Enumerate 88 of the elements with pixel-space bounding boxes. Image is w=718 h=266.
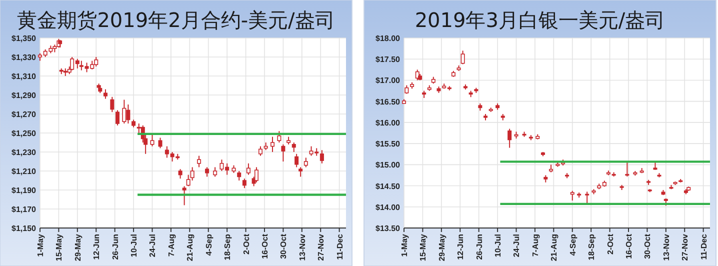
x-tick-label: 12-Jun xyxy=(92,234,102,260)
candlestick xyxy=(116,110,120,126)
x-tick-label: 16-Oct xyxy=(260,234,270,259)
candlestick xyxy=(213,166,218,178)
candlestick xyxy=(298,166,303,178)
x-tick-label: 15-May xyxy=(418,233,428,262)
candlestick xyxy=(178,168,182,180)
chart-title: 黄金期货2019年2月合约-美元/盎司 xyxy=(17,8,335,32)
candlestick xyxy=(258,146,262,156)
x-tick-label: 24-Jul xyxy=(512,234,522,258)
x-tick-label: 10-Jul xyxy=(130,234,139,258)
candlestick xyxy=(281,144,286,162)
candlestick xyxy=(320,150,324,164)
x-tick-label: 4-Sep xyxy=(568,234,578,256)
candlestick xyxy=(508,128,512,148)
candlestick xyxy=(254,166,258,183)
y-tick-label: $1,150 xyxy=(12,224,37,233)
y-tick-label: $14.50 xyxy=(376,182,401,191)
x-tick-label: 15-May xyxy=(54,233,64,262)
x-tick-label: 12-Jun xyxy=(456,234,466,260)
candlestick xyxy=(126,104,130,124)
x-tick-label: 11-Dec xyxy=(699,233,708,260)
candlestick xyxy=(292,142,296,152)
x-tick-label: 29-May xyxy=(73,233,82,262)
candlestick xyxy=(246,162,250,176)
y-tick-label: $16.00 xyxy=(376,118,401,128)
y-tick-label: $1,330 xyxy=(12,53,37,62)
x-tick-label: 18-Sep xyxy=(587,234,596,260)
candlestick xyxy=(570,190,574,202)
x-tick-label: 16-Oct xyxy=(624,234,634,259)
x-tick-label: 18-Sep xyxy=(223,234,232,260)
x-tick-label: 27-Nov xyxy=(316,233,326,261)
chart-title: 2019年3月白银一美元/盎司 xyxy=(414,8,666,32)
candlestick xyxy=(103,88,108,100)
x-tick-label: 7-Aug xyxy=(166,234,176,257)
candlestick xyxy=(205,166,210,178)
candlestick xyxy=(197,155,202,168)
y-tick-label: $1,350 xyxy=(12,34,37,43)
candlestick xyxy=(182,186,186,206)
candlestick xyxy=(242,178,246,189)
x-tick-label: 29-May xyxy=(437,233,446,262)
candlestick xyxy=(460,50,465,65)
x-tick-label: 24-Jul xyxy=(148,234,158,258)
candlestick xyxy=(110,96,114,113)
y-tick-label: $14.00 xyxy=(376,202,401,212)
candlestick xyxy=(158,137,162,149)
candlestick xyxy=(585,191,590,204)
y-tick-label: $18.00 xyxy=(376,34,401,43)
x-tick-label: 27-Nov xyxy=(680,233,690,261)
x-tick-label: 11-Dec xyxy=(335,233,344,260)
x-tick-label: 26-Jun xyxy=(474,234,484,260)
y-tick-label: $1,210 xyxy=(12,167,37,176)
y-tick-label: $1,230 xyxy=(12,148,37,157)
x-tick-label: 26-Jun xyxy=(110,234,120,260)
y-tick-label: $15.00 xyxy=(376,160,401,170)
y-tick-label: $1,190 xyxy=(12,186,37,195)
candlestick xyxy=(625,162,630,177)
y-tick-label: $15.50 xyxy=(376,140,401,149)
x-tick-label: 1-May xyxy=(36,233,45,257)
x-tick-label: 4-Sep xyxy=(204,234,214,256)
x-tick-label: 2-Oct xyxy=(606,234,615,254)
x-tick-label: 30-Oct xyxy=(279,234,288,259)
x-tick-label: 2-Oct xyxy=(242,234,251,254)
candlestick xyxy=(270,136,275,152)
x-tick-label: 7-Aug xyxy=(530,234,540,257)
x-tick-label: 10-Jul xyxy=(494,234,503,258)
y-tick-label: $1,290 xyxy=(12,91,37,100)
y-tick-label: $17.50 xyxy=(376,55,401,64)
y-tick-label: $1,310 xyxy=(12,72,37,81)
candlestick xyxy=(94,56,98,67)
x-tick-label: 13-Nov xyxy=(298,233,307,261)
candlestick xyxy=(304,157,308,168)
y-tick-label: $13.50 xyxy=(376,224,401,233)
candlestick xyxy=(122,99,126,124)
y-tick-label: $1,170 xyxy=(12,205,37,214)
x-tick-label: 21-Aug xyxy=(550,234,559,262)
y-tick-label: $1,270 xyxy=(12,110,37,119)
candlestick xyxy=(150,134,154,147)
y-tick-label: $1,250 xyxy=(12,129,37,138)
y-tick-label: $16.50 xyxy=(376,97,401,106)
x-tick-label: 30-Oct xyxy=(643,234,652,259)
candlestick xyxy=(294,153,299,168)
candlestick xyxy=(237,170,242,181)
x-tick-label: 21-Aug xyxy=(186,234,195,262)
y-tick-label: $17.00 xyxy=(376,76,401,86)
x-tick-label: 13-Nov xyxy=(662,233,671,261)
x-tick-label: 1-May xyxy=(400,233,409,257)
candlestick xyxy=(277,130,282,143)
